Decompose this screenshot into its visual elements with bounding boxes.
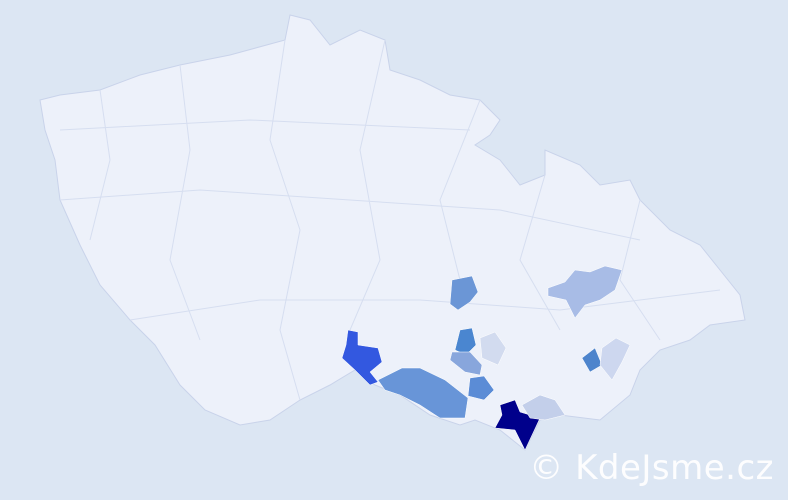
country-outline — [39, 14, 746, 451]
district-r9[interactable] — [479, 331, 507, 366]
watermark: © KdeJsme.cz — [529, 448, 774, 488]
district-r2[interactable] — [341, 329, 383, 386]
district-r5[interactable] — [454, 327, 477, 356]
district-r8[interactable] — [547, 265, 623, 319]
district-r11[interactable] — [599, 337, 631, 381]
district-r4[interactable] — [449, 275, 479, 311]
district-r7[interactable] — [467, 375, 495, 401]
district-borders — [59, 39, 721, 401]
district-r1[interactable] — [494, 399, 541, 451]
district-r3[interactable] — [377, 367, 469, 419]
district-r12[interactable] — [521, 394, 566, 421]
highlighted-districts[interactable] — [341, 265, 631, 451]
district-r6[interactable] — [449, 351, 483, 376]
